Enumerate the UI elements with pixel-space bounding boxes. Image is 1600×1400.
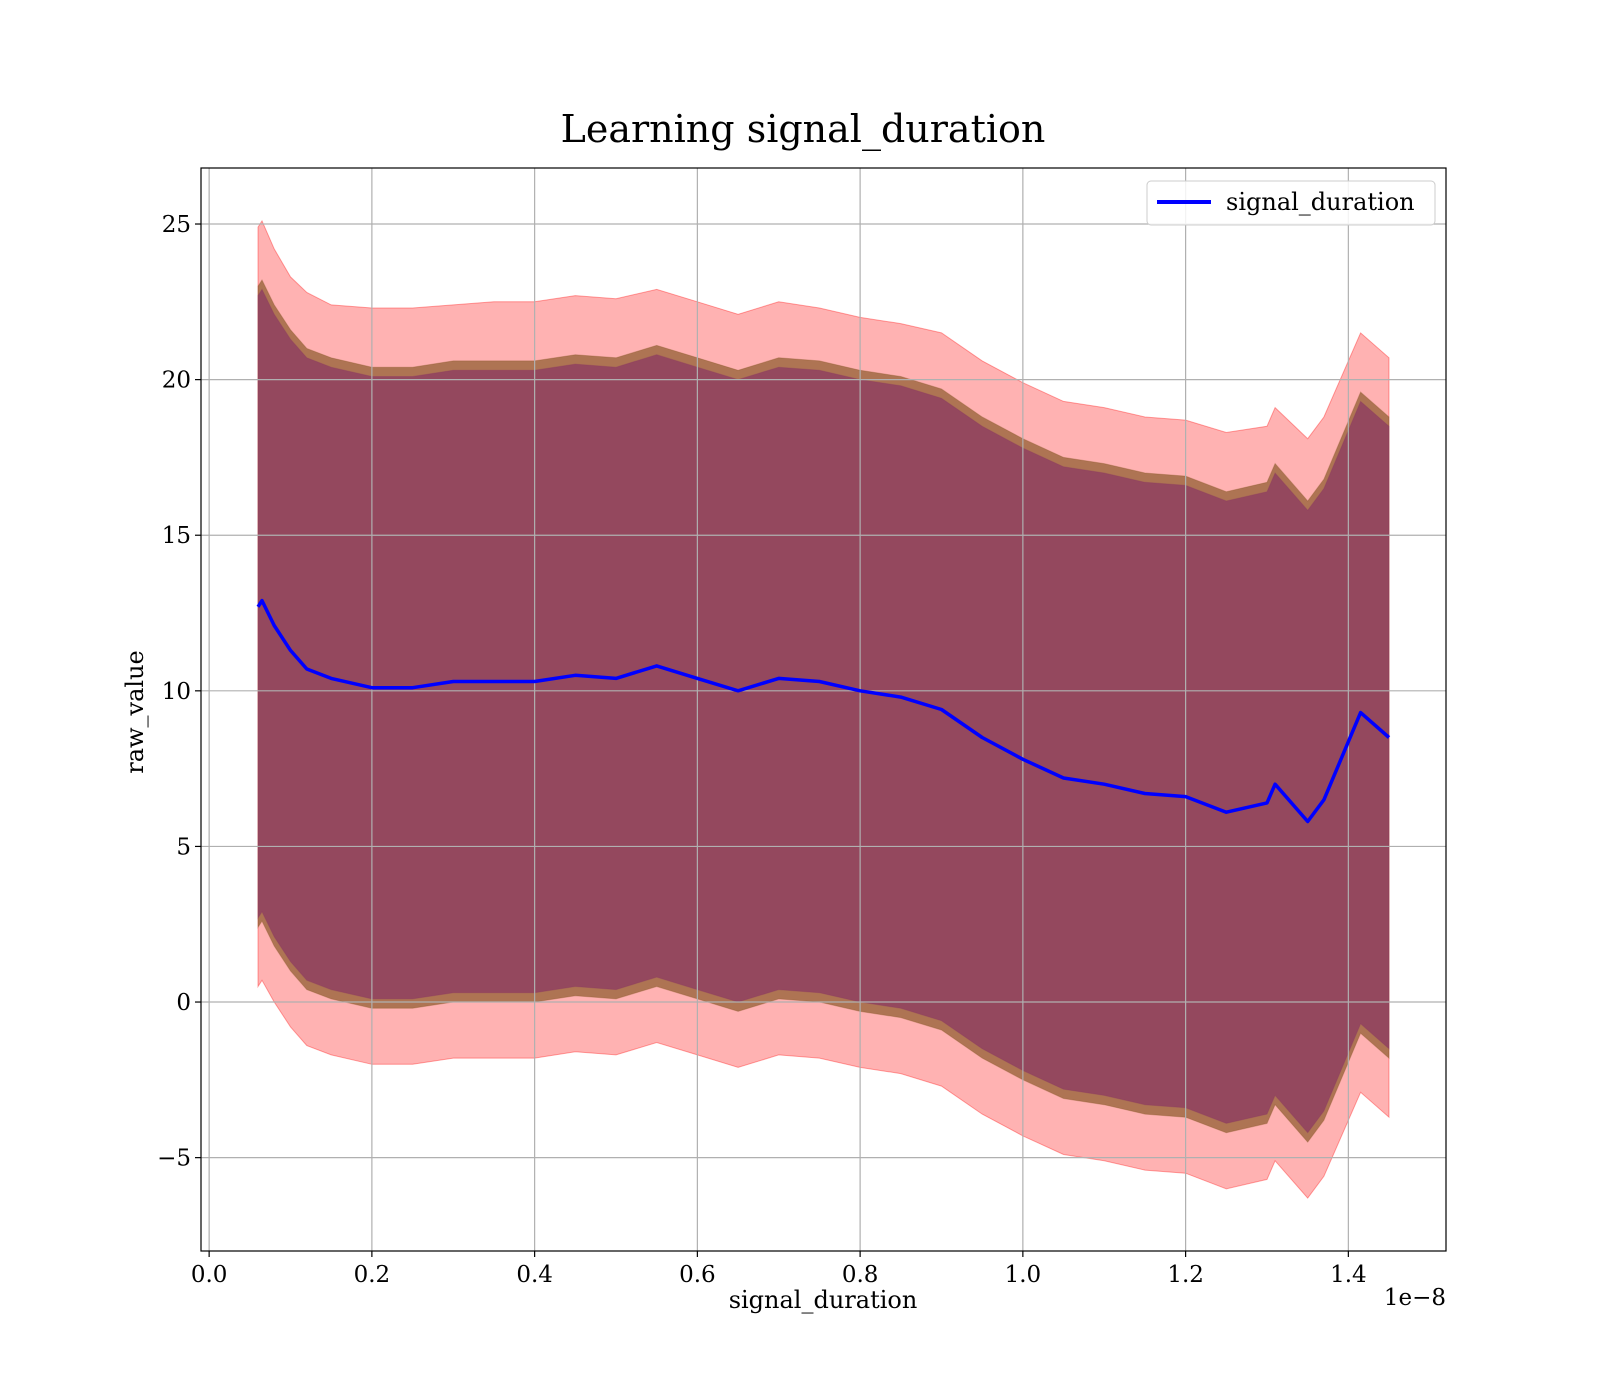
x-tick-label: 0.2 <box>354 1262 391 1288</box>
x-tick-label: 1.0 <box>1005 1262 1042 1288</box>
x-tick-label: 0.8 <box>842 1262 879 1288</box>
chart-title: Learning signal_duration <box>561 107 1046 152</box>
y-tick-label: 20 <box>162 368 191 394</box>
series-line-signal-duration <box>256 598 1391 824</box>
y-axis-label: raw_value <box>121 650 149 774</box>
legend-box <box>1146 180 1436 226</box>
bands-layer <box>257 219 1390 1199</box>
x-axis-label: signal_duration <box>729 1286 918 1314</box>
legend-label-signal-duration: signal_duration <box>1226 188 1415 216</box>
y-axis: −5 0 5 10 15 20 25 <box>157 212 201 1172</box>
plot-frame <box>200 167 1447 1252</box>
line-layer <box>256 598 1391 824</box>
y-tick-label: 15 <box>162 523 191 549</box>
x-tick-label: 0.0 <box>191 1262 228 1288</box>
y-tick-label: 5 <box>176 834 191 860</box>
x-tick-label: 1.2 <box>1167 1262 1204 1288</box>
x-tick-label: 0.4 <box>516 1262 553 1288</box>
y-tick-label: 25 <box>162 212 191 238</box>
x-offset-label: 1e−8 <box>1384 1285 1446 1311</box>
x-axis: 0.0 0.2 0.4 0.6 0.8 1.0 1.2 1.4 <box>191 1251 1367 1288</box>
x-tick-label: 0.6 <box>679 1262 716 1288</box>
legend: signal_duration <box>1146 180 1436 226</box>
band-inner <box>257 288 1390 1134</box>
y-tick-label: 10 <box>162 679 191 705</box>
y-tick-label: −5 <box>157 1146 191 1172</box>
x-tick-label: 1.4 <box>1330 1262 1367 1288</box>
y-tick-label: 0 <box>176 990 191 1016</box>
